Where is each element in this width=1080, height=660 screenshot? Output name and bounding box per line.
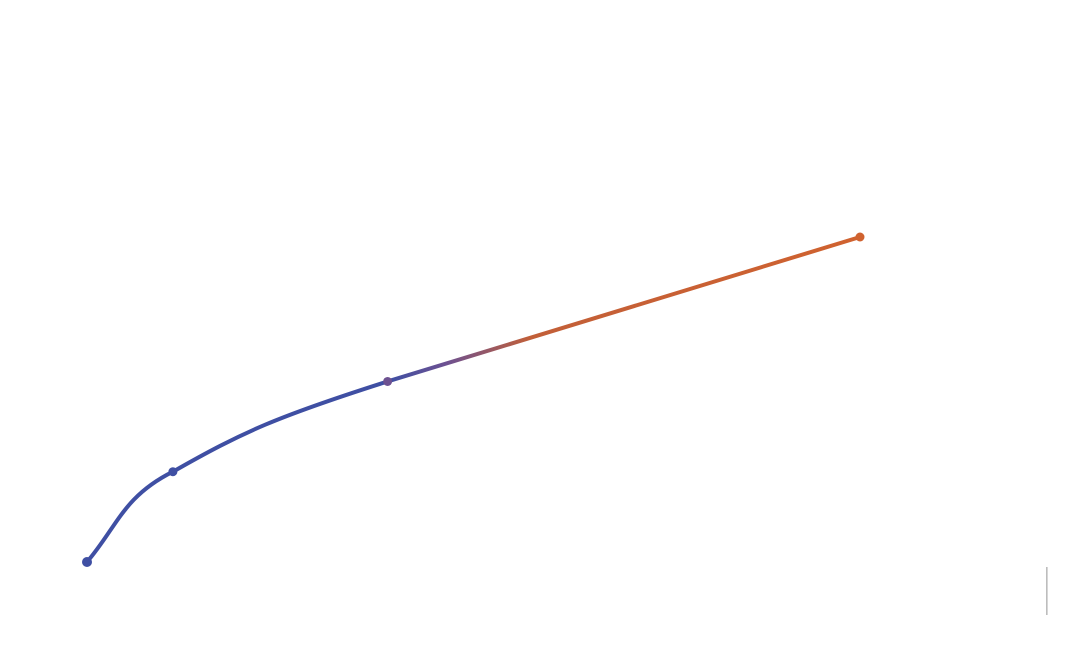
data-point[interactable] (855, 232, 865, 242)
series-line-blue-segment (85, 379, 390, 564)
series-line-orange-segment (385, 235, 862, 384)
data-point[interactable] (168, 467, 178, 477)
data-point[interactable] (383, 376, 393, 386)
points-layer (82, 232, 865, 567)
data-point[interactable] (82, 557, 92, 567)
vertical-scroll-indicator-icon[interactable] (1046, 567, 1048, 615)
series-layer (85, 235, 862, 564)
